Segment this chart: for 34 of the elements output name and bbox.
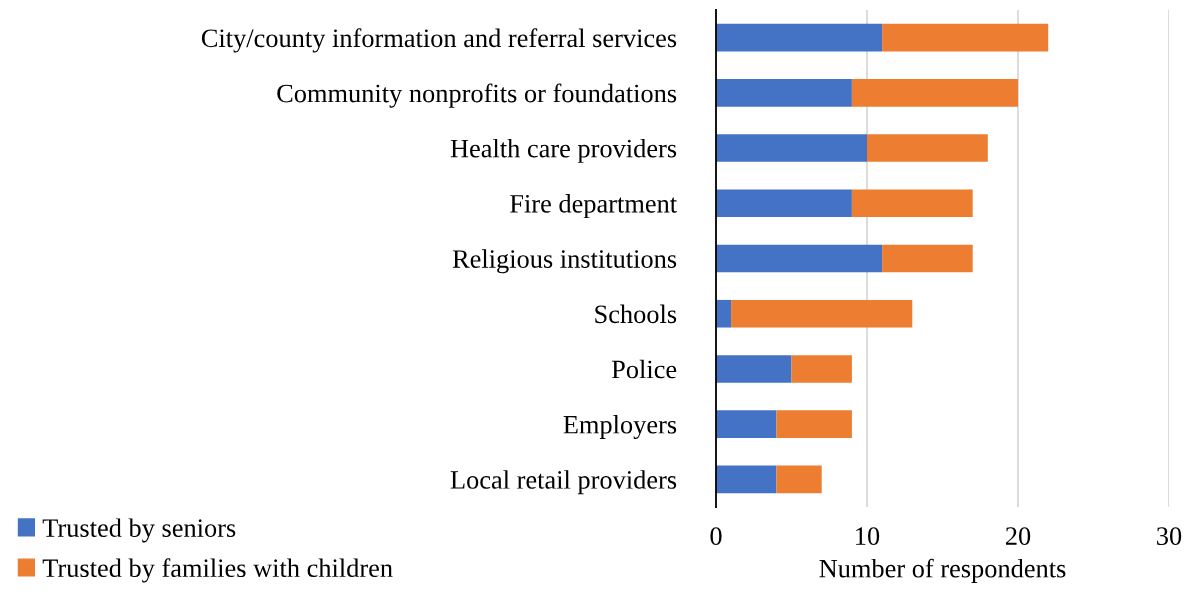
x-tick-label: 10 (856, 527, 880, 546)
y-tick-label: Police (611, 359, 677, 379)
bar (716, 79, 852, 107)
legend-label: Trusted by seniors (42, 518, 236, 543)
bar (716, 465, 777, 494)
bar (716, 23, 883, 52)
bar (716, 410, 777, 438)
y-tick-label: Employers (563, 415, 677, 440)
y-tick-label: Local retail providers (450, 470, 677, 495)
bar (716, 134, 867, 162)
bar (731, 299, 913, 328)
bar (716, 355, 792, 383)
y-tick-label: Fire department (510, 194, 677, 219)
bar (882, 23, 1049, 52)
x-tick-label: 30 (1157, 527, 1182, 546)
bar (716, 244, 883, 273)
bar (867, 134, 988, 162)
y-tick-label: Religious institutions (452, 249, 677, 274)
x-tick-label: 0 (710, 527, 722, 546)
bar (882, 244, 973, 273)
bar (851, 189, 973, 218)
y-tick-label: Community nonprofits or foundations (277, 83, 677, 108)
y-tick-label: City/county information and referral services (201, 28, 677, 53)
y-tick-label: Schools (595, 304, 677, 324)
bar (716, 189, 852, 218)
x-axis-title: Number of respondents (819, 558, 1066, 583)
bar (776, 465, 822, 494)
bar (851, 79, 1018, 107)
bar (776, 410, 852, 438)
bar (791, 355, 852, 383)
x-tick-label: 20 (1005, 527, 1031, 546)
legend-label: Trusted by families with children (42, 558, 393, 583)
bar (716, 299, 732, 328)
y-tick-label: Health care providers (450, 138, 677, 163)
